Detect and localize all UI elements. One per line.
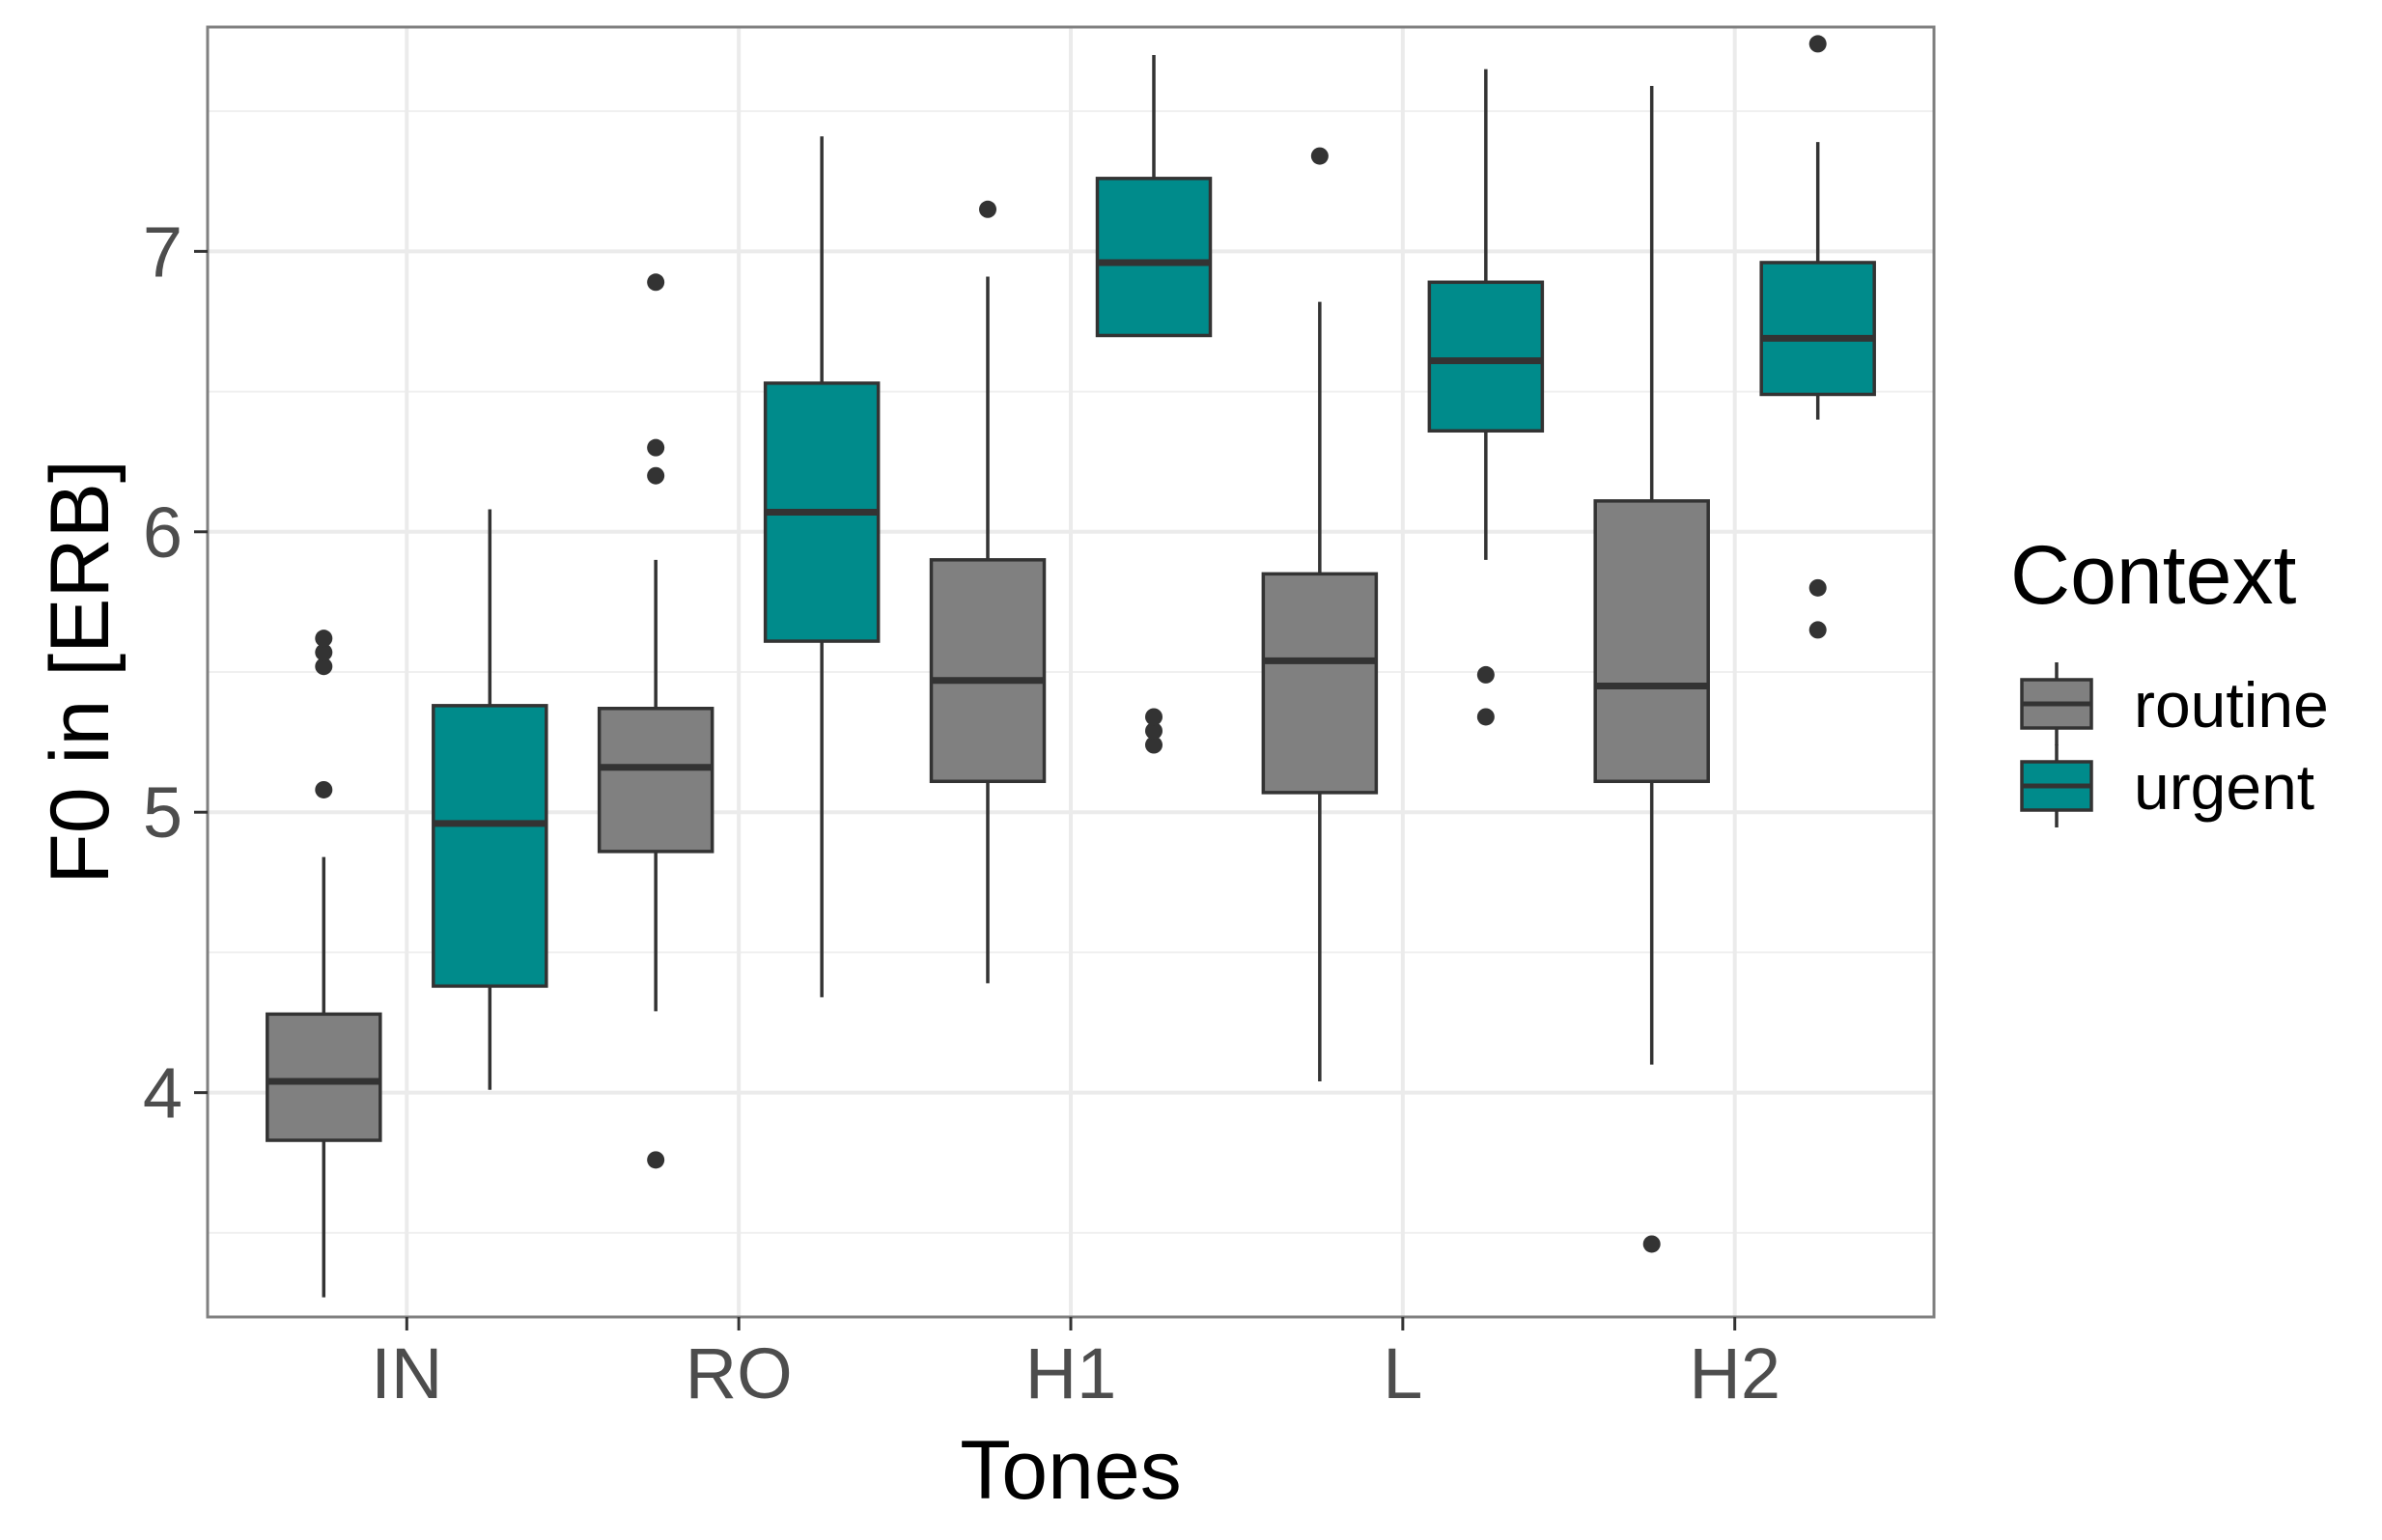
box-urgent-IN <box>432 509 548 1090</box>
outlier-point <box>315 658 333 676</box>
x-tick-label: L <box>1383 1333 1422 1414</box>
outlier-point <box>315 643 333 661</box>
outlier-point <box>1808 578 1827 597</box>
box-iqr <box>1593 499 1710 784</box>
x-axis-title: Tones <box>960 1424 1182 1517</box>
outlier-point <box>1808 621 1827 639</box>
box-iqr <box>1427 280 1545 433</box>
outlier-point <box>647 1151 665 1169</box>
y-tick-label: 7 <box>143 211 182 292</box>
box-urgent-H1 <box>1095 55 1213 754</box>
outlier-point <box>647 273 665 292</box>
x-tick-label: H1 <box>1025 1333 1117 1414</box>
outlier-point <box>1476 708 1495 726</box>
box-iqr <box>432 704 548 989</box>
outlier-point <box>1145 736 1163 754</box>
box-routine-H2 <box>1593 85 1710 1253</box>
box-urgent-L <box>1427 69 1545 726</box>
x-tick-label: H2 <box>1689 1333 1780 1414</box>
box-iqr <box>1095 177 1213 338</box>
box-routine-RO <box>597 273 715 1169</box>
legend-item-urgent: urgent <box>2020 744 2314 827</box>
box-iqr <box>1759 261 1876 397</box>
box-iqr <box>1261 572 1379 795</box>
box-urgent-RO <box>763 136 881 997</box>
box-series <box>266 35 1876 1298</box>
y-tick-label: 4 <box>143 1053 182 1134</box>
outlier-point <box>1808 35 1827 53</box>
outlier-point <box>1310 147 1329 165</box>
box-iqr <box>266 1012 382 1142</box>
legend-item-routine: routine <box>2020 662 2329 745</box>
x-axis: IN RO H1 L H2 <box>371 1317 1780 1414</box>
box-urgent-H2 <box>1759 35 1876 639</box>
y-tick-label: 5 <box>143 772 182 853</box>
y-axis: 4 5 6 7 <box>143 211 208 1134</box>
outlier-point <box>647 438 665 457</box>
x-tick-label: RO <box>686 1333 793 1414</box>
box-routine-H1 <box>929 200 1047 984</box>
box-routine-IN <box>266 630 382 1298</box>
legend-label: urgent <box>2134 751 2314 823</box>
legend-title: Context <box>2010 529 2296 622</box>
outlier-point <box>315 780 333 798</box>
outlier-point <box>979 200 996 218</box>
outlier-point <box>1642 1235 1661 1253</box>
legend-label: routine <box>2134 669 2329 741</box>
box-iqr <box>597 707 715 854</box>
box-iqr <box>929 558 1047 784</box>
grid-lines <box>208 27 1934 1317</box>
legend: Context routine urgent <box>2010 529 2329 827</box>
y-axis-title: F0 in [ERB] <box>34 460 126 884</box>
outlier-point <box>315 630 333 648</box>
y-tick-label: 6 <box>143 492 182 573</box>
outlier-point <box>1145 721 1163 740</box>
box-routine-L <box>1261 147 1379 1082</box>
outlier-point <box>647 466 665 485</box>
x-tick-label: IN <box>371 1333 442 1414</box>
outlier-point <box>1476 665 1495 684</box>
outlier-point <box>1145 708 1163 726</box>
